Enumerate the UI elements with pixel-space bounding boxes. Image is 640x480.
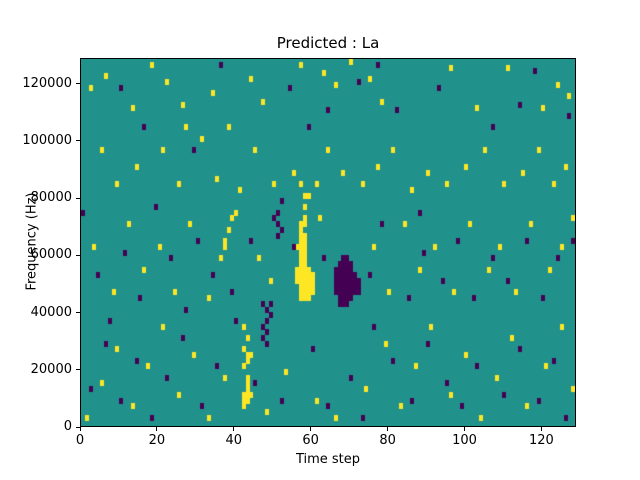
x-tick-label: 40 — [225, 433, 243, 448]
y-tick-mark — [76, 197, 80, 199]
x-tick-label: 80 — [379, 433, 396, 448]
x-tick-label: 20 — [148, 433, 166, 448]
y-tick-label: 40000 — [30, 304, 72, 320]
x-tick-mark — [387, 427, 389, 431]
y-tick-label: 0 — [63, 419, 72, 434]
x-tick-mark — [79, 427, 81, 431]
x-tick-mark — [463, 427, 465, 431]
y-tick-label: 20000 — [30, 361, 72, 377]
x-tick-mark — [540, 427, 542, 431]
x-tick-label: 120 — [528, 433, 554, 448]
x-tick-label: 0 — [75, 433, 85, 448]
y-tick-mark — [76, 83, 80, 85]
y-tick-mark — [76, 254, 80, 256]
heatmap-canvas — [81, 59, 575, 426]
x-tick-mark — [156, 427, 158, 431]
plot-area — [80, 58, 576, 427]
y-tick-label: 120000 — [22, 75, 72, 91]
x-tick-label: 100 — [452, 433, 477, 448]
chart-title: Predicted : La — [276, 34, 380, 52]
y-tick-mark — [76, 369, 80, 371]
x-tick-label: 60 — [302, 433, 319, 448]
y-tick-mark — [76, 140, 80, 142]
x-axis-label: Time step — [295, 452, 361, 467]
x-tick-mark — [310, 427, 312, 431]
x-tick-mark — [233, 427, 235, 431]
y-tick-label: 60000 — [30, 247, 72, 263]
y-tick-mark — [76, 426, 80, 428]
y-tick-mark — [76, 312, 80, 314]
y-tick-label: 100000 — [22, 132, 72, 148]
y-tick-label: 80000 — [30, 190, 72, 206]
